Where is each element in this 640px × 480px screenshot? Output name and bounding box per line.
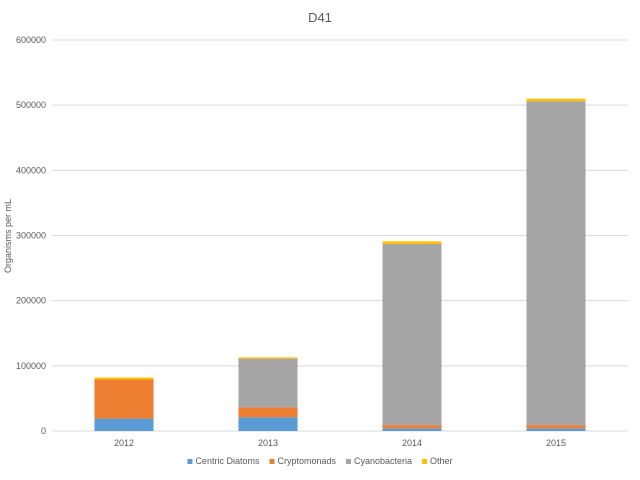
bar-segment-cryptomonads (526, 425, 586, 429)
bar-segment-cryptomonads (382, 425, 442, 429)
bar-segment-cyanobacteria (526, 101, 586, 426)
legend: Centric Diatoms Cryptomonads Cyanobacteria… (187, 456, 453, 466)
bar-segment-other (526, 98, 586, 102)
x-tick-label: 2012 (114, 438, 134, 448)
legend-label: Other (430, 456, 453, 466)
bar-segment-cyanobacteria (238, 358, 298, 408)
x-tick-label: 2013 (258, 438, 278, 448)
y-axis-label: Organisms per mL (3, 199, 13, 273)
x-tick-label: 2014 (402, 438, 422, 448)
legend-label: Cryptomonads (277, 456, 336, 466)
x-tick-labels: 2012 2013 2014 2015 (114, 438, 566, 448)
bars (94, 98, 586, 431)
legend-item: Cyanobacteria (345, 456, 412, 466)
y-tick-label: 0 (41, 426, 46, 436)
legend-item: Cryptomonads (269, 456, 336, 466)
y-tick-label: 500000 (16, 100, 46, 110)
y-tick-label: 300000 (16, 231, 46, 241)
y-tick-label: 100000 (16, 361, 46, 371)
legend-item: Other (422, 456, 453, 466)
y-tick-label: 600000 (16, 35, 46, 45)
legend-swatch (269, 459, 275, 464)
gridlines (52, 39, 628, 432)
bar-segment-other (238, 357, 298, 359)
bar-segment-other (94, 377, 154, 380)
bar-segment-centric-diatoms (94, 418, 154, 431)
legend-label: Centric Diatoms (195, 456, 260, 466)
bar-segment-cyanobacteria (382, 243, 442, 426)
legend-swatch (187, 459, 193, 464)
chart-title: D41 (308, 10, 332, 25)
legend-item: Centric Diatoms (187, 456, 260, 466)
legend-swatch (422, 459, 428, 464)
bar-segment-other (382, 241, 442, 244)
legend-label: Cyanobacteria (354, 456, 412, 466)
x-tick-label: 2015 (546, 438, 566, 448)
bar-segment-cryptomonads (238, 407, 298, 418)
bar-segment-centric-diatoms (382, 428, 442, 431)
y-tick-label: 200000 (16, 296, 46, 306)
legend-swatch (345, 459, 351, 464)
bar-segment-centric-diatoms (238, 417, 298, 431)
bar-segment-centric-diatoms (526, 428, 586, 431)
y-tick-labels: 0 100000 200000 300000 400000 500000 600000 (16, 35, 46, 436)
bar-segment-cryptomonads (94, 379, 154, 419)
y-tick-label: 400000 (16, 165, 46, 175)
